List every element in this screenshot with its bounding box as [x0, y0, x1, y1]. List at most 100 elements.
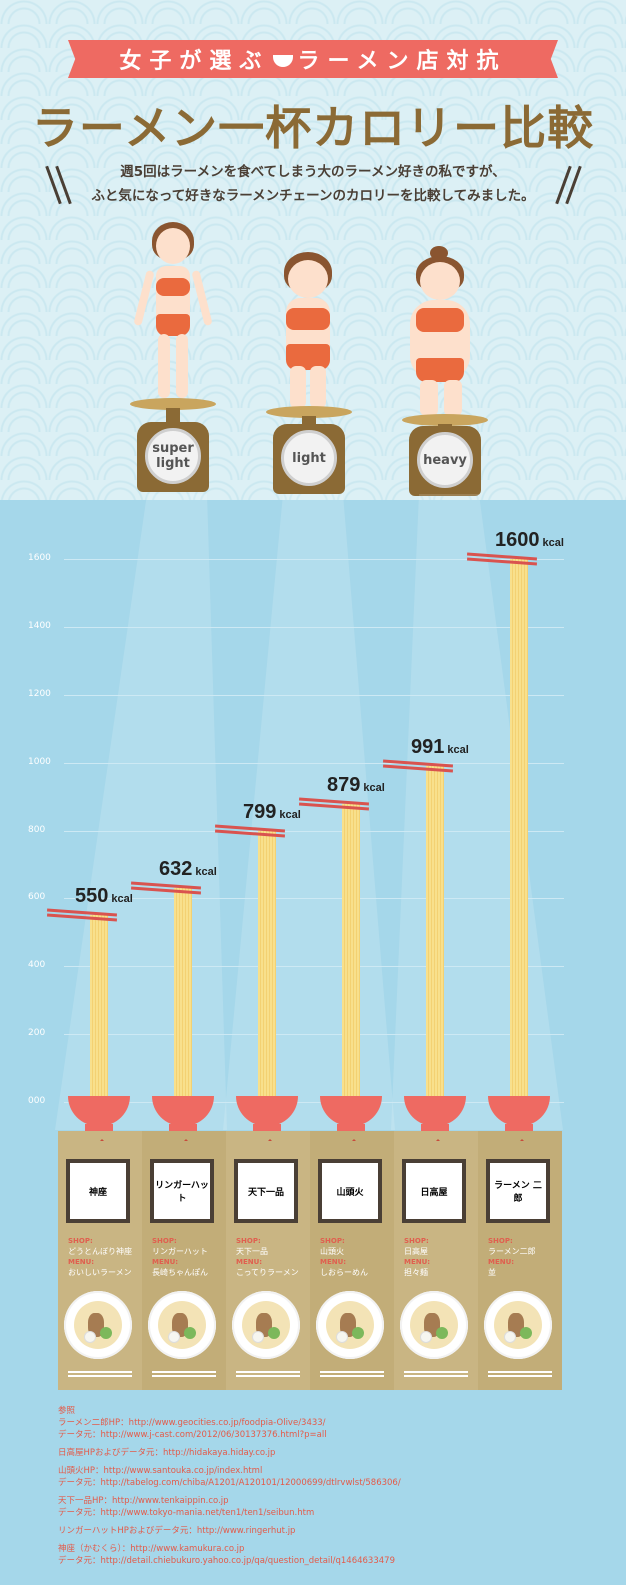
shop-logo: 山頭火 — [322, 1163, 378, 1219]
reference-line[interactable]: データ元：http://tabelog.com/chiba/A1201/A120… — [58, 1478, 401, 1488]
title-banner: 女子が選ぶ ラーメン店対抗 — [80, 40, 546, 78]
ramen-plate-icon — [64, 1291, 132, 1359]
shop-logo-frame: リンガーハット — [150, 1159, 214, 1223]
menu-label: MENU: — [404, 1258, 431, 1266]
kcal-unit: kcal — [447, 743, 469, 756]
shop-name: 山頭火 — [320, 1247, 344, 1256]
shop-card: 天下一品 SHOP: 天下一品 MENU: こってりラーメン — [226, 1131, 310, 1390]
y-tick-label: 000 — [28, 1096, 46, 1106]
gridline — [64, 830, 564, 832]
shop-name: 日高屋 — [404, 1247, 428, 1256]
shop-logo-frame: ラーメン 二郎 — [486, 1159, 550, 1223]
noodle-bar-5 — [510, 559, 528, 1102]
kcal-unit: kcal — [279, 808, 301, 821]
reference-line[interactable]: 日高屋HPおよびデータ元：http://hidakaya.hiday.co.jp — [58, 1448, 276, 1458]
reference-line[interactable]: 天下一品HP：http://www.tenkaippin.co.jp — [58, 1496, 229, 1506]
shop-card: 日高屋 SHOP: 日高屋 MENU: 担々麺 — [394, 1131, 478, 1390]
menu-name: しおらーめん — [320, 1268, 368, 1277]
kcal-unit: kcal — [363, 781, 385, 794]
shop-label: SHOP: — [236, 1237, 261, 1245]
kcal-label-2: 799 kcal — [243, 801, 301, 824]
ramen-plate-icon — [316, 1291, 384, 1359]
shop-logo: 日高屋 — [406, 1163, 462, 1219]
shop-label: SHOP: — [404, 1237, 429, 1245]
gridline — [64, 559, 564, 560]
ramen-plate-icon — [484, 1291, 552, 1359]
chopsticks-icon — [488, 1371, 552, 1373]
gridline — [64, 1034, 564, 1036]
menu-label: MENU: — [320, 1258, 347, 1266]
shop-logo: ラーメン 二郎 — [490, 1163, 546, 1219]
kcal-unit: kcal — [542, 537, 564, 549]
bowl-foot — [169, 1124, 197, 1132]
shop-logo-frame: 山頭火 — [318, 1159, 382, 1223]
scale-dial-label: super light — [145, 428, 201, 484]
banner-left-text: 女子が選ぶ — [119, 49, 270, 74]
reference-line[interactable]: 神座（かむくら）：http://www.kamukura.co.jp — [58, 1544, 245, 1554]
kcal-unit: kcal — [111, 893, 133, 906]
reference-line[interactable]: データ元：http://www.j-cast.com/2012/06/30137… — [58, 1430, 327, 1440]
kcal-value: 799 — [243, 800, 277, 823]
gridline — [64, 694, 564, 696]
reference-group: 山頭火HP：http://www.santouka.co.jp/index.ht… — [58, 1465, 578, 1489]
shop-label: SHOP: — [152, 1237, 177, 1245]
subtitle-line-1: 週5回はラーメンを食べてしまう大のラーメン好きの私ですが、 — [120, 164, 506, 180]
menu-name: こってりラーメン — [236, 1268, 299, 1277]
shop-card: 山頭火 SHOP: 山頭火 MENU: しおらーめん — [310, 1131, 394, 1390]
noodle-bar-1 — [174, 887, 192, 1102]
y-tick-label: 600 — [28, 892, 46, 903]
scale-dial-label: light — [281, 430, 337, 486]
chopsticks-icon — [236, 1371, 300, 1373]
menu-label: MENU: — [152, 1258, 179, 1266]
reference-line[interactable]: リンガーハットHPおよびデータ元：http://www.ringerhut.jp — [58, 1526, 296, 1536]
reference-line[interactable]: データ元：http://detail.chiebukuro.yahoo.co.j… — [58, 1556, 395, 1566]
kcal-label-4: 991 kcal — [411, 736, 469, 759]
bowl-foot — [337, 1124, 365, 1132]
header-section: 女子が選ぶ ラーメン店対抗 ラーメン一杯カロリー比較 週5回はラーメンを食べてし… — [0, 0, 626, 500]
menu-name: おいしいラーメン — [68, 1268, 132, 1277]
shop-name: 天下一品 — [236, 1247, 268, 1256]
bowl-foot — [253, 1124, 281, 1132]
shop-card: 神座 SHOP: どうとんぼり神座 MENU: おいしいラーメン — [58, 1131, 142, 1390]
kcal-value: 1600 — [495, 529, 540, 551]
reference-line[interactable]: 山頭火HP：http://www.santouka.co.jp/index.ht… — [58, 1466, 263, 1476]
menu-label: MENU: — [488, 1258, 515, 1266]
y-tick-label: 1400 — [28, 620, 51, 631]
y-tick-label: 400 — [28, 960, 46, 971]
kcal-label-1: 632 kcal — [159, 858, 217, 881]
reference-group: 日高屋HPおよびデータ元：http://hidakaya.hiday.co.jp — [58, 1447, 578, 1459]
page-title: ラーメン一杯カロリー比較 — [31, 101, 595, 155]
references-heading: 参照 — [58, 1406, 76, 1416]
shop-logo: リンガーハット — [154, 1163, 210, 1219]
noodle-bar-3 — [342, 803, 360, 1102]
y-tick-label: 200 — [28, 1028, 46, 1039]
reference-line[interactable]: データ元：http://www.tokyo-mania.net/ten1/ten… — [58, 1508, 315, 1518]
kcal-value: 550 — [75, 885, 109, 908]
shop-card: リンガーハット SHOP: リンガーハット MENU: 長崎ちゃんぽん — [142, 1131, 226, 1390]
ramen-bowl-icon — [273, 55, 294, 67]
menu-label: MENU: — [68, 1258, 95, 1266]
y-tick-label: 800 — [28, 824, 46, 835]
subtitle-line-2: ふと気になって好きなラーメンチェーンのカロリーを比較してみました。 — [91, 188, 535, 204]
menu-label: MENU: — [236, 1258, 263, 1266]
gridline — [64, 1102, 564, 1103]
shop-logo: 天下一品 — [238, 1163, 294, 1219]
kcal-label-3: 879 kcal — [327, 774, 385, 797]
scale-dial-label: heavy — [417, 432, 473, 488]
shop-logo: 神座 — [70, 1163, 126, 1219]
chopsticks-icon — [152, 1371, 216, 1373]
reference-line[interactable]: ラーメン二郎HP：http://www.geocities.co.jp/food… — [58, 1418, 326, 1428]
reference-group: 天下一品HP：http://www.tenkaippin.co.jp データ元：h… — [58, 1495, 578, 1519]
shop-card: ラーメン 二郎 SHOP: ラーメン二郎 MENU: 並 — [478, 1131, 562, 1390]
shop-label: SHOP: — [488, 1237, 513, 1245]
gridline — [64, 898, 564, 900]
chopsticks-icon — [404, 1371, 468, 1373]
ramen-plate-icon — [400, 1291, 468, 1359]
shop-label: SHOP: — [68, 1237, 93, 1245]
shop-logo-frame: 天下一品 — [234, 1159, 298, 1223]
y-tick-label: 1000 — [28, 756, 51, 767]
gridline — [64, 762, 564, 764]
reference-group: ラーメン二郎HP：http://www.geocities.co.jp/food… — [58, 1417, 578, 1441]
references: 参照 ラーメン二郎HP：http://www.geocities.co.jp/f… — [58, 1405, 578, 1573]
